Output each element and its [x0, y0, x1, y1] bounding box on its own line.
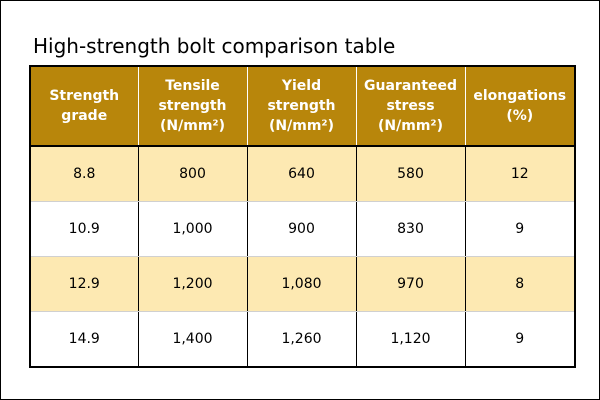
cell-guaranteed-stress: 970: [355, 256, 466, 312]
cell-tensile-strength: 800: [137, 145, 248, 202]
header-strength-grade: Strength grade: [29, 65, 139, 147]
cell-strength-grade: 10.9: [29, 201, 139, 257]
cell-elongations: 8: [464, 256, 576, 312]
header-tensile-strength: Tensile strength (N/mm²): [137, 65, 248, 147]
cell-elongations: 9: [464, 311, 576, 368]
header-row: Strength grade Tensile strength (N/mm²) …: [29, 65, 576, 147]
cell-strength-grade: 8.8: [29, 145, 139, 202]
cell-tensile-strength: 1,400: [137, 311, 248, 368]
bolt-comparison-table: Strength grade Tensile strength (N/mm²) …: [29, 65, 576, 368]
cell-tensile-strength: 1,000: [137, 201, 248, 257]
header-elongations: elongations (%): [464, 65, 576, 147]
cell-elongations: 9: [464, 201, 576, 257]
cell-tensile-strength: 1,200: [137, 256, 248, 312]
cell-strength-grade: 12.9: [29, 256, 139, 312]
cell-yield-strength: 640: [246, 145, 357, 202]
cell-guaranteed-stress: 580: [355, 145, 466, 202]
table-row: 12.9 1,200 1,080 970 8: [29, 256, 576, 312]
table-title: High-strength bolt comparison table: [33, 34, 396, 58]
cell-elongations: 12: [464, 145, 576, 202]
cell-yield-strength: 900: [246, 201, 357, 257]
header-guaranteed-stress: Guaranteed stress (N/mm²): [355, 65, 466, 147]
cell-yield-strength: 1,260: [246, 311, 357, 368]
table-row: 14.9 1,400 1,260 1,120 9: [29, 311, 576, 368]
cell-strength-grade: 14.9: [29, 311, 139, 368]
table-row: 10.9 1,000 900 830 9: [29, 201, 576, 257]
cell-guaranteed-stress: 1,120: [355, 311, 466, 368]
header-yield-strength: Yield strength (N/mm²): [246, 65, 357, 147]
cell-yield-strength: 1,080: [246, 256, 357, 312]
table-row: 8.8 800 640 580 12: [29, 145, 576, 202]
cell-guaranteed-stress: 830: [355, 201, 466, 257]
